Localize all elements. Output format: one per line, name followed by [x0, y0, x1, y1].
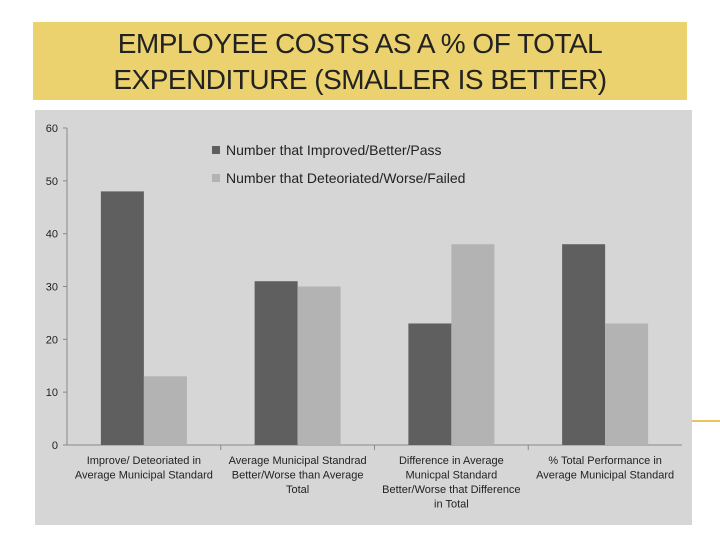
x-category-label: Difference in Average Municpal Standard Be… [382, 455, 520, 511]
y-tick-label: 30 [46, 282, 58, 294]
legend-label: Number that Improved/Better/Pass [226, 142, 442, 158]
bar-deteriorated [605, 323, 649, 445]
y-tick-label: 20 [46, 334, 58, 346]
legend-label: Number that Deteoriated/Worse/Failed [226, 170, 465, 186]
y-tick-label: 40 [46, 229, 58, 241]
x-category-label: % Total Performance in Average Municipal … [536, 455, 674, 482]
decorative-line [692, 420, 720, 422]
x-category-label-line: Average Municipal Standrad [229, 455, 367, 467]
bar-improved [254, 281, 298, 445]
y-tick-label: 10 [46, 387, 58, 399]
y-tick-label: 60 [46, 123, 58, 135]
y-tick-label: 50 [46, 176, 58, 188]
legend-swatch [212, 174, 220, 182]
y-tick-label: 0 [52, 440, 58, 452]
x-category-label-line: Average Municipal Standard [536, 470, 674, 482]
x-category-label-line: Municpal Standard [406, 470, 498, 482]
bar-deteriorated [143, 376, 187, 445]
x-category-label-line: Difference in Average [399, 455, 504, 467]
title-banner [33, 22, 687, 100]
x-category-label-line: Average Municipal Standard [75, 470, 213, 482]
bar-improved [408, 323, 452, 445]
x-category-label: Average Municipal Standrad Better/Worse t… [229, 455, 367, 496]
bar-deteriorated [297, 286, 341, 445]
x-category-label-line: in Total [434, 499, 469, 511]
bar-deteriorated [451, 244, 495, 445]
bar-improved [562, 244, 606, 445]
bar-improved [100, 191, 144, 445]
x-category-label-line: % Total Performance in [548, 455, 662, 467]
page-title: EMPLOYEE COSTS AS A % OF TOTAL EXPENDITU… [33, 26, 687, 98]
x-category-label-line: Total [286, 484, 309, 496]
title-line-2: EXPENDITURE (SMALLER IS BETTER) [113, 64, 607, 95]
title-line-1: EMPLOYEE COSTS AS A % OF TOTAL [117, 28, 603, 59]
x-category-label-line: Better/Worse that Difference [382, 484, 520, 496]
x-category-label: Improve/ Deteoriated in Average Municipal… [75, 455, 213, 482]
x-category-label-line: Better/Worse than Average [232, 470, 364, 482]
x-category-label-line: Improve/ Deteoriated in [87, 455, 201, 467]
legend-swatch [212, 146, 220, 154]
